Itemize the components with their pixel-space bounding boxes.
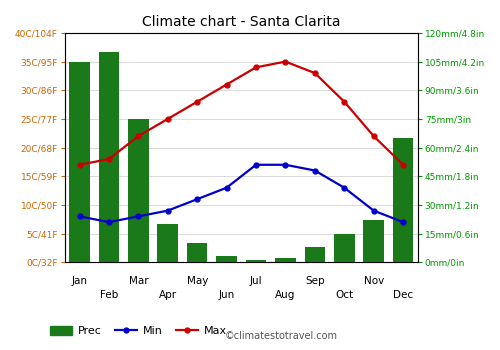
Bar [98, 52, 119, 262]
Legend: Prec, Min, Max: Prec, Min, Max [46, 322, 232, 341]
Text: Apr: Apr [158, 290, 177, 300]
Text: Mar: Mar [128, 276, 148, 286]
Bar [246, 260, 266, 262]
Text: Nov: Nov [364, 276, 384, 286]
Text: ©climatestotravel.com: ©climatestotravel.com [225, 331, 338, 341]
Title: Climate chart - Santa Clarita: Climate chart - Santa Clarita [142, 15, 340, 29]
Bar [334, 233, 354, 262]
Bar [304, 247, 325, 262]
Text: Oct: Oct [335, 290, 353, 300]
Text: Jun: Jun [218, 290, 234, 300]
Text: Aug: Aug [275, 290, 295, 300]
Text: Sep: Sep [305, 276, 324, 286]
Bar [393, 138, 413, 262]
Bar [128, 119, 148, 262]
Text: Dec: Dec [393, 290, 413, 300]
Bar [158, 224, 178, 262]
Bar [187, 243, 208, 262]
Bar [275, 258, 295, 262]
Bar [69, 62, 90, 262]
Text: Jul: Jul [250, 276, 262, 286]
Bar [364, 220, 384, 262]
Bar [216, 257, 237, 262]
Text: Feb: Feb [100, 290, 118, 300]
Text: Jan: Jan [72, 276, 88, 286]
Text: May: May [186, 276, 208, 286]
